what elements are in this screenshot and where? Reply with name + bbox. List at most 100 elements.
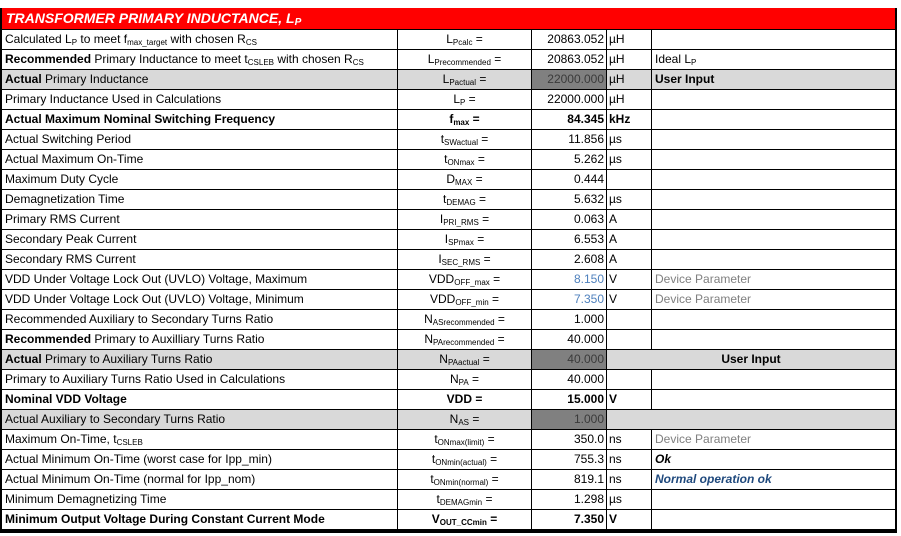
row-label: Actual Maximum Nominal Switching Frequen… xyxy=(2,110,398,129)
symbol-subscript: AS xyxy=(458,418,469,427)
row-label: Primary Inductance Used in Calculations xyxy=(2,90,398,109)
note-cell xyxy=(652,150,895,169)
symbol-equals: = xyxy=(488,472,499,486)
label-segment: CSLEB xyxy=(116,438,143,447)
label-segment: with chosen R xyxy=(274,52,353,66)
note-cell xyxy=(652,170,895,189)
label-segment: Calculated L xyxy=(5,32,72,46)
row-symbol: NASrecommended = xyxy=(398,310,532,329)
note-cell xyxy=(652,370,895,389)
row-symbol: tONmax(limit) = xyxy=(398,430,532,449)
unit-cell xyxy=(607,170,652,189)
label-segment: Primary to Auxilliary Turns Ratio xyxy=(91,332,265,346)
row-symbol: NPArecommended = xyxy=(398,330,532,349)
symbol-subscript: max xyxy=(453,118,470,127)
label-segment: Recommended xyxy=(5,332,92,346)
note-cell: Device Parameter xyxy=(652,430,895,449)
label-segment: Secondary RMS Current xyxy=(5,252,136,266)
row-label: VDD Under Voltage Lock Out (UVLO) Voltag… xyxy=(2,270,398,289)
label-segment: Primary Inductance to meet t xyxy=(91,52,248,66)
symbol-equals: = xyxy=(489,272,501,286)
row-symbol: tDEMAG = xyxy=(398,190,532,209)
label-segment: Maximum On-Time, t xyxy=(5,432,117,446)
symbol-subscript: Pcalc xyxy=(452,38,473,47)
row-label: Actual Maximum On-Time xyxy=(2,150,398,169)
row-symbol: NPA = xyxy=(398,370,532,389)
row-symbol: LP = xyxy=(398,90,532,109)
label-segment: Primary Inductance Used in Calculations xyxy=(5,92,222,106)
symbol-subscript: PRI_RMS xyxy=(443,218,479,227)
value-cell: 1.000 xyxy=(532,310,607,329)
table-row: Actual Auxiliary to Secondary Turns Rati… xyxy=(2,410,895,430)
row-label: Actual Minimum On-Time (normal for Ipp_n… xyxy=(2,470,398,489)
row-label: Maximum On-Time, tCSLEB xyxy=(2,430,398,449)
unit-cell: V xyxy=(607,290,652,309)
symbol-base: L xyxy=(442,72,450,86)
symbol-subscript: DEMAGmin xyxy=(439,498,483,507)
unit-cell xyxy=(607,310,652,329)
row-label: Primary RMS Current xyxy=(2,210,398,229)
symbol-subscript: PA xyxy=(458,378,469,387)
symbol-equals: = xyxy=(468,372,480,386)
symbol-base: L xyxy=(446,32,453,46)
note-text: User Input xyxy=(655,72,715,86)
label-segment: VDD Under Voltage Lock Out (UVLO) Voltag… xyxy=(5,272,308,286)
unit-cell: ns xyxy=(607,450,652,469)
value-cell: 84.345 xyxy=(532,110,607,129)
symbol-base: N xyxy=(424,332,434,346)
unit-cell: A xyxy=(607,250,652,269)
symbol-base: L xyxy=(427,52,435,66)
row-symbol: VDDOFF_max = xyxy=(398,270,532,289)
note-cell: Device Parameter xyxy=(652,270,895,289)
symbol-subscript: ONmin(actual) xyxy=(435,458,487,467)
value-cell: 755.3 xyxy=(532,450,607,469)
row-label: Recommended Primary Inductance to meet t… xyxy=(2,50,398,69)
symbol-base: N xyxy=(449,372,459,386)
value-input-cell[interactable]: 40.000 xyxy=(532,350,607,369)
symbol-base: t xyxy=(430,472,434,486)
label-segment: Primary to Auxiliary Turns Ratio xyxy=(41,352,213,366)
unit-cell: V xyxy=(607,390,652,409)
label-segment: Actual Auxiliary to Secondary Turns Rati… xyxy=(5,412,226,426)
symbol-equals: = xyxy=(465,92,476,106)
row-symbol: LPrecommended = xyxy=(398,50,532,69)
row-symbol: NPAactual = xyxy=(398,350,532,369)
label-segment: Primary Inductance xyxy=(41,72,149,86)
row-label: Recommended Auxiliary to Secondary Turns… xyxy=(2,310,398,329)
label-segment: Actual Maximum Nominal Switching Frequen… xyxy=(5,112,276,126)
unit-cell: A xyxy=(607,210,652,229)
symbol-equals: = xyxy=(472,172,483,186)
row-symbol: tDEMAGmin = xyxy=(398,490,532,509)
note-cell xyxy=(652,310,895,329)
note-cell xyxy=(652,110,895,129)
symbol-equals: = xyxy=(486,452,498,466)
value-input-cell[interactable]: 22000.000 xyxy=(532,70,607,89)
unit-cell: A xyxy=(607,230,652,249)
table-row: VDD Under Voltage Lock Out (UVLO) Voltag… xyxy=(2,270,895,290)
symbol-base: I xyxy=(444,232,449,246)
symbol-base: t xyxy=(444,152,448,166)
note-subscript: P xyxy=(691,58,697,67)
value-cell: 20863.052 xyxy=(532,50,607,69)
symbol-equals: = xyxy=(486,512,498,526)
note-cell: Ideal LP xyxy=(652,50,895,69)
symbol-base: VDD xyxy=(428,272,455,286)
label-segment: CSLEB xyxy=(247,58,274,67)
table-row: Actual Switching Period tSWactual = 11.856… xyxy=(2,130,895,150)
unit-cell: µH xyxy=(607,90,652,109)
row-symbol: LPactual = xyxy=(398,70,532,89)
value-input-cell[interactable]: 1.000 xyxy=(532,410,607,429)
row-label: Minimum Demagnetizing Time xyxy=(2,490,398,509)
symbol-subscript: ONmax xyxy=(447,158,475,167)
symbol-equals: = xyxy=(469,112,480,126)
symbol-equals: = xyxy=(476,72,487,86)
symbol-base: V xyxy=(431,512,440,526)
row-symbol: NAS = xyxy=(398,410,532,429)
row-symbol: tONmax = xyxy=(398,150,532,169)
unit-cell: µs xyxy=(607,130,652,149)
value-cell: 5.632 xyxy=(532,190,607,209)
symbol-base: D xyxy=(446,172,455,186)
section-header: TRANSFORMER PRIMARY INDUCTANCE, LP xyxy=(2,8,895,30)
symbol-equals: = xyxy=(473,232,485,246)
label-segment: Secondary Peak Current xyxy=(5,232,137,246)
